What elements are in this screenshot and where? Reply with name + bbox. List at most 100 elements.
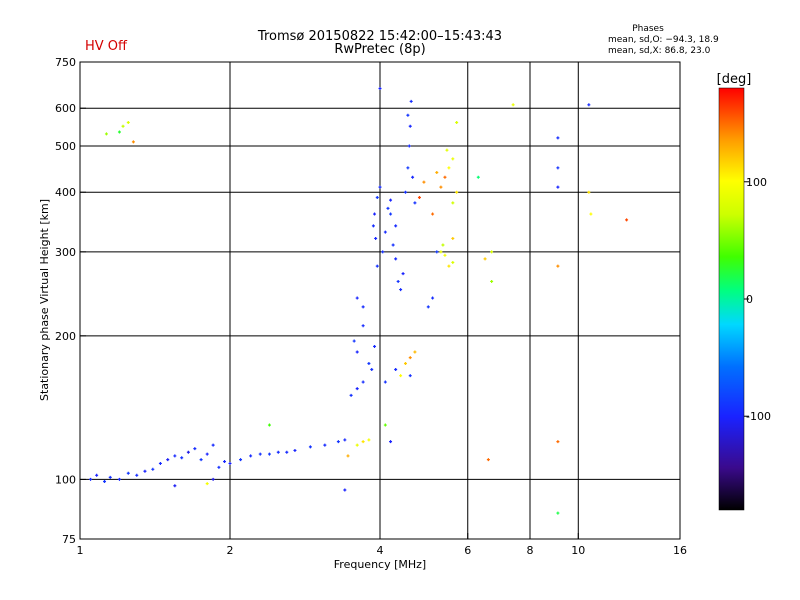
- colorbar-tick-label: 100: [746, 176, 767, 189]
- y-tick-label: 300: [55, 246, 76, 259]
- data-point: [483, 257, 487, 261]
- data-point: [394, 367, 398, 371]
- data-point: [408, 356, 412, 360]
- data-point: [166, 458, 170, 462]
- data-point: [413, 350, 417, 354]
- data-point: [343, 488, 347, 492]
- data-point: [135, 473, 139, 477]
- colorbar-tick-label: -100: [746, 410, 771, 423]
- chart-title-line1: Tromsø 20150822 15:42:00–15:43:43: [257, 29, 502, 44]
- x-axis-label: Frequency [MHz]: [334, 558, 426, 571]
- data-point: [276, 450, 280, 454]
- data-point: [431, 212, 435, 216]
- data-point: [381, 250, 385, 254]
- data-point: [205, 482, 209, 486]
- data-point: [121, 124, 125, 128]
- x-axis-ticks: 1 2 4 6 8 10 16: [77, 533, 687, 557]
- data-point: [447, 166, 451, 170]
- y-tick-label: 200: [55, 330, 76, 343]
- x-tick-label: 1: [77, 544, 84, 557]
- data-point: [389, 440, 393, 444]
- colorbar-tick-label: 0: [746, 293, 753, 306]
- phases-heading: Phases: [632, 24, 664, 34]
- data-point: [336, 440, 340, 444]
- data-point: [89, 477, 93, 481]
- colorbar: [718, 87, 745, 511]
- data-point: [180, 456, 184, 460]
- data-point: [407, 144, 411, 148]
- data-point: [267, 452, 271, 456]
- chart-title-line2: RwPretec (8p): [334, 42, 425, 57]
- data-point: [447, 264, 451, 268]
- data-point: [293, 448, 297, 452]
- data-point: [399, 374, 403, 378]
- data-point: [389, 198, 393, 202]
- data-point: [401, 272, 405, 276]
- data-point: [443, 175, 447, 179]
- data-point: [117, 130, 121, 134]
- data-point: [193, 447, 197, 451]
- data-point: [431, 296, 435, 300]
- data-point: [417, 195, 421, 199]
- data-point: [361, 440, 365, 444]
- y-tick-label: 750: [55, 56, 76, 69]
- data-point: [435, 250, 439, 254]
- x-tick-label: 6: [464, 544, 471, 557]
- data-point: [285, 450, 289, 454]
- y-tick-label: 400: [55, 186, 76, 199]
- colorbar-ticks: 100 0 -100: [744, 176, 771, 423]
- grid-lines: [80, 62, 680, 539]
- data-point: [411, 175, 415, 179]
- data-point: [556, 511, 560, 515]
- data-point: [587, 190, 591, 194]
- x-tick-label: 8: [527, 544, 534, 557]
- data-point: [352, 339, 356, 343]
- data-point: [394, 257, 398, 261]
- data-point: [95, 473, 99, 477]
- data-point: [439, 185, 443, 189]
- data-point: [556, 185, 560, 189]
- data-point: [349, 393, 353, 397]
- data-point: [394, 224, 398, 228]
- y-tick-label: 500: [55, 140, 76, 153]
- data-point: [435, 170, 439, 174]
- data-point: [258, 452, 262, 456]
- data-point: [486, 458, 490, 462]
- y-axis-label: Stationary phase Virtual Height [km]: [38, 199, 51, 401]
- x-tick-label: 10: [571, 544, 585, 557]
- data-point: [103, 479, 107, 483]
- data-point: [374, 236, 378, 240]
- data-point: [383, 230, 387, 234]
- data-point: [587, 103, 591, 107]
- data-point: [323, 443, 327, 447]
- data-point: [378, 86, 382, 90]
- data-point: [476, 175, 480, 179]
- data-point: [355, 443, 359, 447]
- data-point: [373, 344, 377, 348]
- data-point: [396, 279, 400, 283]
- data-point: [375, 264, 379, 268]
- data-point: [386, 206, 390, 210]
- data-point: [108, 475, 112, 479]
- data-point: [389, 212, 393, 216]
- data-point: [490, 279, 494, 283]
- data-point: [223, 460, 227, 464]
- data-point: [158, 461, 162, 465]
- data-point: [355, 350, 359, 354]
- data-point: [217, 465, 221, 469]
- data-point: [249, 454, 253, 458]
- data-point: [228, 461, 232, 465]
- data-point: [455, 190, 459, 194]
- data-point: [373, 212, 377, 216]
- y-axis-ticks: 75 100 200 300 400 500 600 750: [55, 56, 86, 546]
- data-point: [625, 218, 629, 222]
- data-point: [439, 250, 443, 254]
- data-point: [441, 243, 445, 247]
- data-point: [556, 440, 560, 444]
- data-point: [399, 288, 403, 292]
- data-point: [205, 452, 209, 456]
- data-point: [211, 443, 215, 447]
- data-point: [408, 374, 412, 378]
- data-point: [451, 201, 455, 205]
